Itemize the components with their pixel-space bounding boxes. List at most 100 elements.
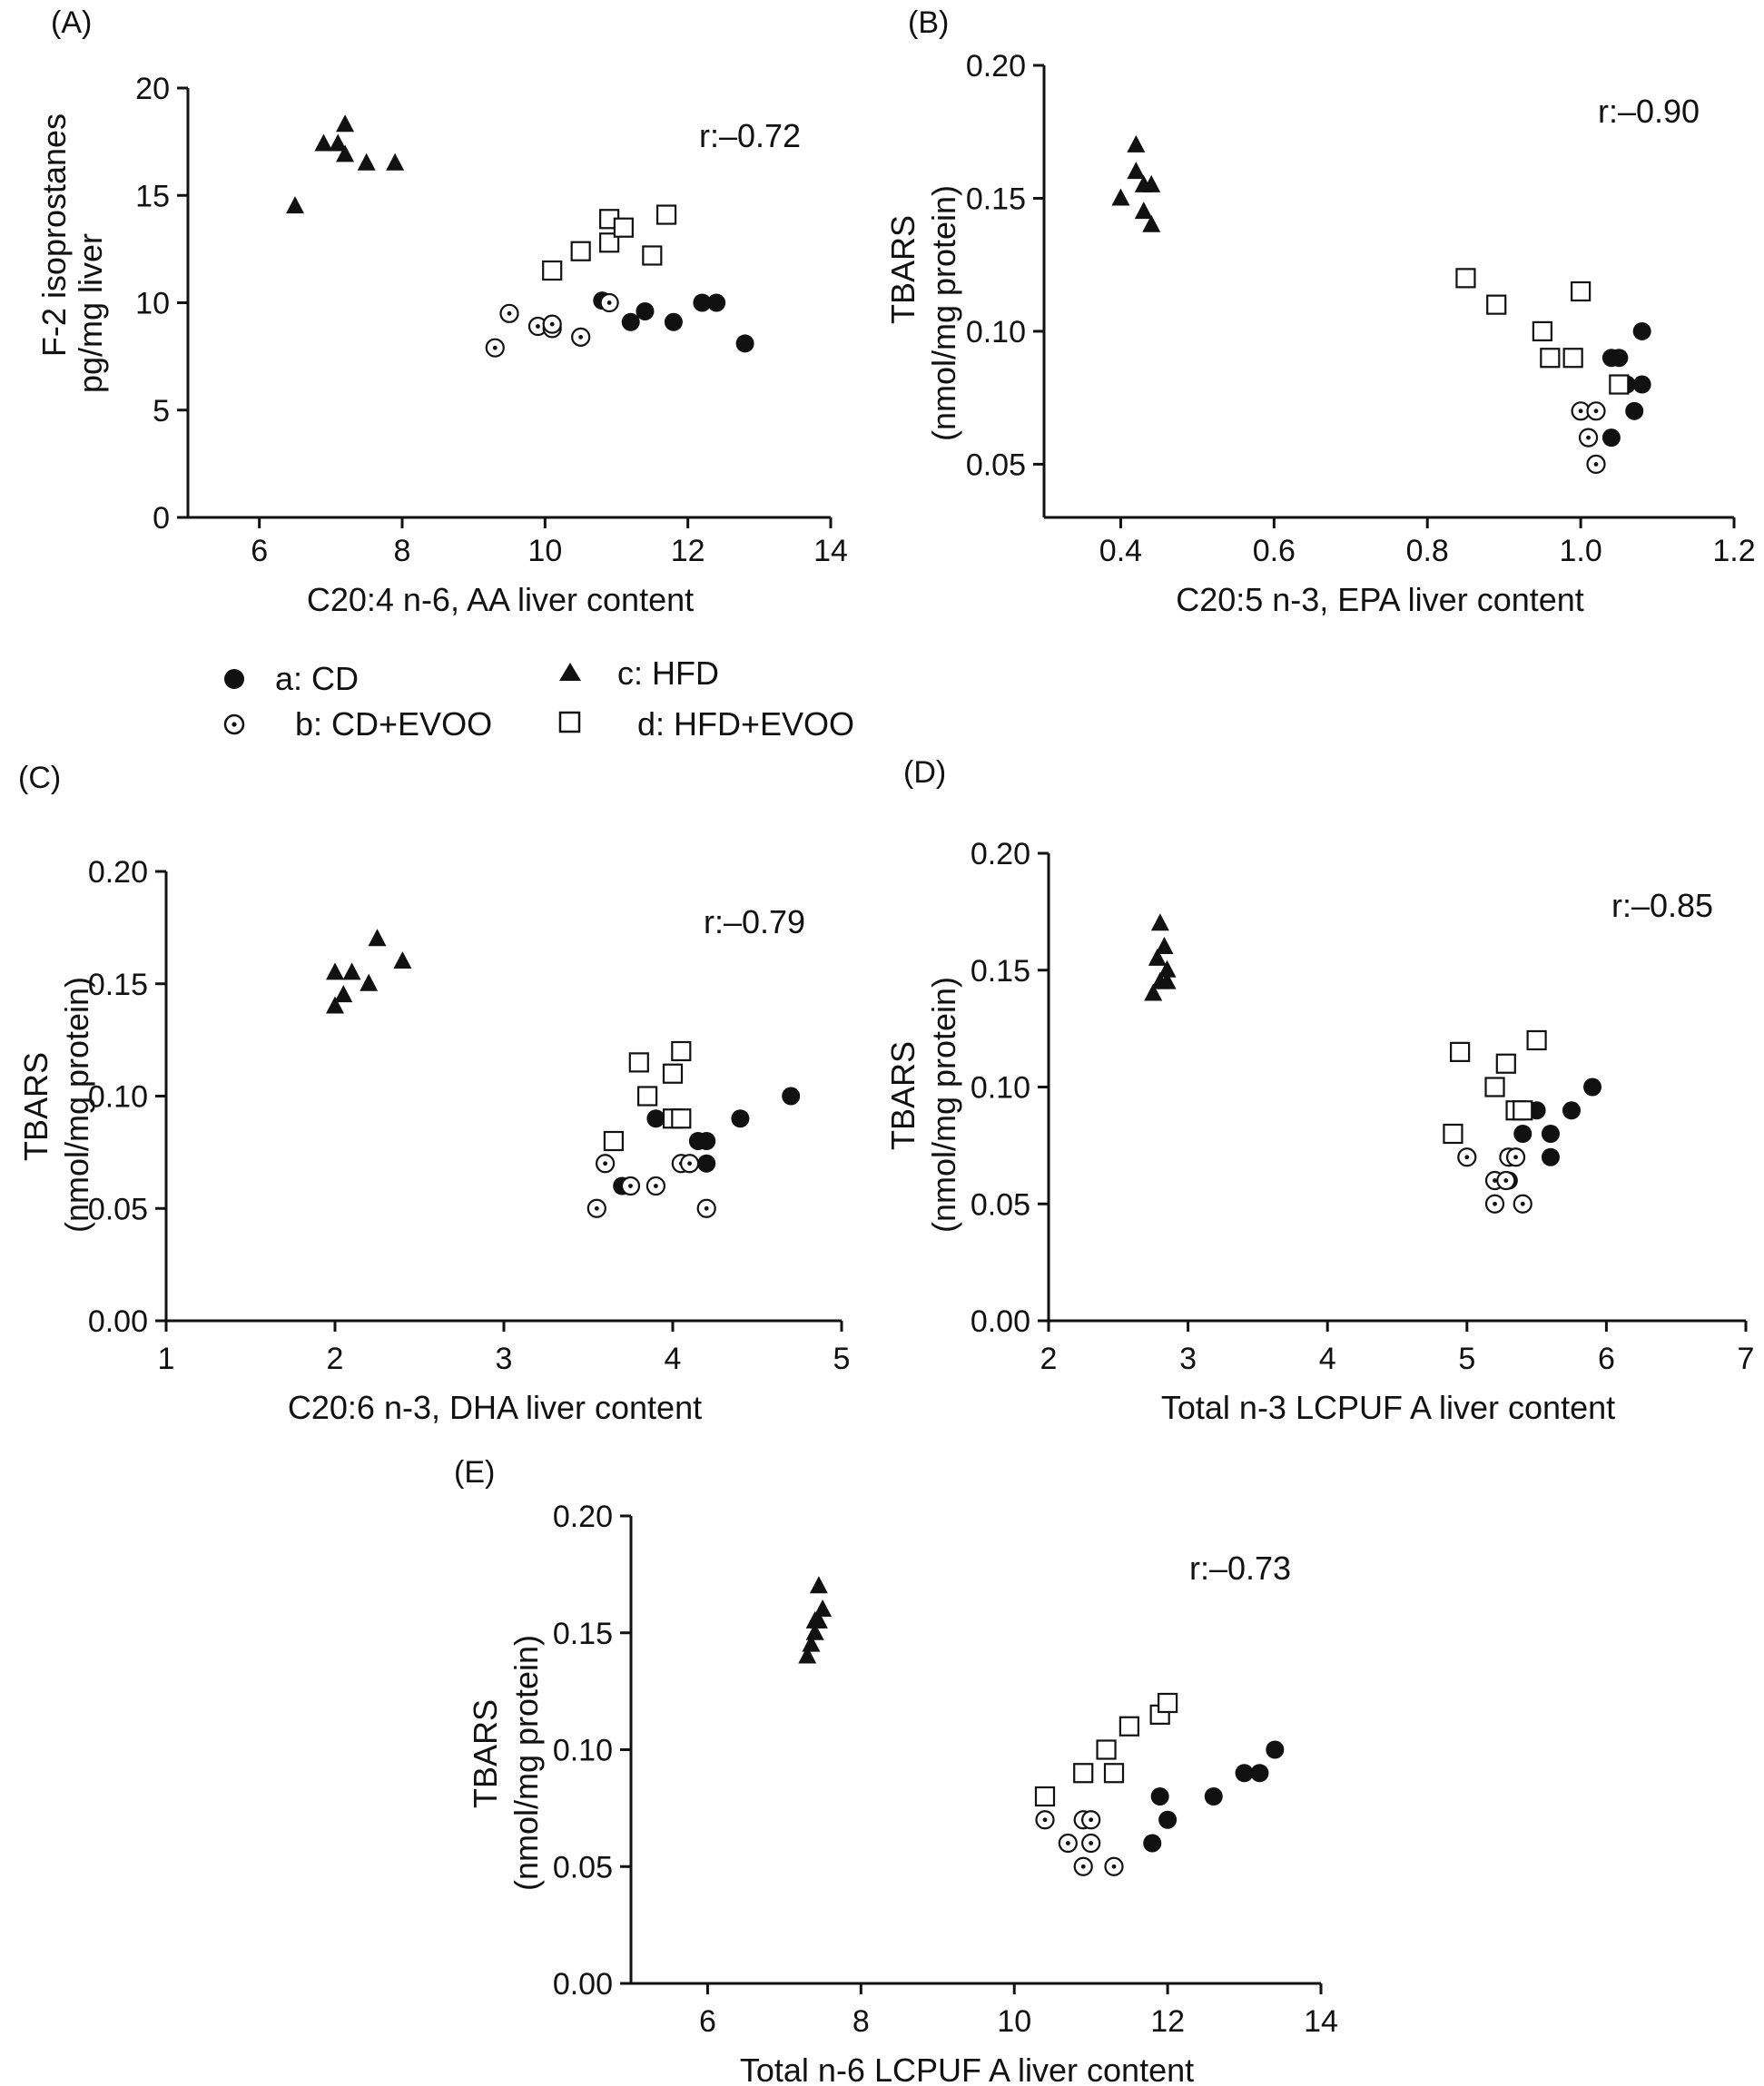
y-axis-title: pg/mg liver (72, 233, 109, 393)
data-point-hfd (798, 1646, 817, 1664)
data-point-hfd (286, 196, 304, 214)
data-point-cd-evoo (595, 1154, 616, 1174)
y-tick-label: 0.05 (966, 448, 1026, 482)
data-point-hfd-evoo (613, 217, 634, 238)
data-point-hfd (336, 114, 355, 133)
data-point-cd (1632, 321, 1651, 340)
data-point-cd (697, 1154, 716, 1173)
data-point-hfd (1127, 162, 1146, 180)
data-point-cd-evoo (1496, 1170, 1516, 1191)
correlation-label: r:–0.73 (1189, 1550, 1291, 1587)
data-point-hfd (360, 973, 379, 991)
legend-item-hfd-evoo: d: HFD+EVOO (558, 705, 854, 743)
legend-item-cd-evoo: b: CD+EVOO (223, 705, 492, 743)
data-point-hfd (1134, 202, 1153, 220)
y-tick-label: 0.15 (553, 1617, 613, 1651)
y-tick-label: 15 (135, 179, 170, 213)
data-point-hfd (1142, 214, 1161, 232)
data-point-cd (1601, 428, 1621, 448)
marker-dot (536, 324, 540, 329)
x-tick-label: 12 (1150, 2004, 1185, 2039)
scatter-panel-d: (D) 2 3 4 5 6 7 0.00 0.05 0.10 0.15 0.20 Total n-3 L… (884, 755, 1754, 1426)
marker-dot (492, 345, 498, 350)
marker-dot (1520, 1201, 1525, 1206)
legend-marker-filled-circle (224, 669, 244, 689)
x-tick-label: 0.8 (1406, 534, 1449, 568)
y-tick-label: 20 (135, 72, 170, 106)
data-point-hfd-evoo (1103, 1763, 1125, 1784)
data-point-cd-evoo (485, 338, 505, 358)
data-point-hfd (334, 985, 353, 1003)
marker-dot (549, 321, 555, 327)
data-point-cd (1150, 1787, 1169, 1806)
x-tick-label: 6 (1598, 1342, 1615, 1376)
data-point-hfd-evoo (662, 1063, 684, 1084)
legend-item-hfd: c: HFD (559, 654, 719, 692)
data-point-cd-evoo (571, 327, 591, 347)
data-point-hfd (326, 996, 344, 1014)
panel-label: (E) (454, 1455, 495, 1490)
y-tick-label: 0.10 (88, 1080, 148, 1115)
y-tick-label: 0.10 (971, 1071, 1030, 1106)
data-point-cd (1204, 1787, 1223, 1806)
data-point-cd (693, 293, 712, 312)
y-tick-label: 0 (153, 501, 170, 536)
panel-label: (C) (18, 761, 61, 795)
x-tick-label: 5 (1458, 1342, 1475, 1376)
marker-dot (1464, 1155, 1470, 1160)
marker-dot (1089, 1817, 1094, 1823)
y-tick-label: 0.10 (553, 1734, 613, 1768)
data-point-hfd (809, 1576, 828, 1594)
y-axis-title: (nmol/mg protein) (925, 977, 962, 1233)
legend-marker-open-square (558, 711, 581, 733)
data-point-cd-evoo (679, 1154, 700, 1174)
y-tick-label: 0.05 (971, 1187, 1030, 1222)
marker-dot (1586, 435, 1591, 440)
data-point-cd-evoo (645, 1176, 666, 1196)
data-point-cd-evoo (1578, 428, 1599, 448)
data-point-hfd-evoo (1443, 1123, 1463, 1145)
x-tick-label: 5 (833, 1342, 851, 1376)
legend-marker-dot (232, 722, 237, 727)
data-point-hfd (342, 962, 361, 980)
data-point-cd (1158, 1810, 1178, 1829)
data-point-hfd-evoo (671, 1108, 692, 1129)
y-tick-label: 0.00 (971, 1304, 1030, 1339)
marker-dot (654, 1184, 658, 1188)
data-point-hfd-evoo (603, 1130, 625, 1152)
legend-label: b: CD+EVOO (295, 705, 492, 743)
x-tick-label: 3 (1179, 1342, 1197, 1376)
data-point-cd-evoo (1505, 1147, 1526, 1167)
data-point-cd-evoo (499, 303, 519, 323)
x-tick-label: 1 (158, 1342, 175, 1376)
data-point-hfd (1127, 134, 1146, 153)
legend: a: CD b: CD+EVOO c: HFD d: HFD+EVOO (223, 654, 854, 743)
data-point-cd (664, 312, 683, 331)
y-axis-title: TBARS (467, 1699, 504, 1808)
marker-dot (687, 1161, 692, 1166)
data-point-cd (1541, 1147, 1560, 1166)
x-tick-label: 14 (1304, 2004, 1338, 2039)
scatter-panel-e: (E) 6 8 10 12 14 0.00 0.05 0.10 0.15 0.20 Total n-6… (454, 1455, 1338, 2086)
y-tick-label: 5 (153, 394, 170, 428)
x-axis-title: Total n-3 LCPUF A liver content (1161, 1389, 1615, 1426)
marker-dot (606, 300, 612, 305)
data-point-hfd-evoo (1119, 1716, 1139, 1737)
x-axis-title: Total n-6 LCPUF A liver content (740, 2052, 1194, 2086)
x-tick-label: 4 (1319, 1342, 1336, 1376)
data-point-cd (1610, 349, 1629, 368)
data-point-hfd-evoo (1484, 1077, 1505, 1097)
panel-label: (A) (51, 5, 92, 40)
x-tick-label: 10 (997, 2004, 1031, 2039)
data-point-cd (1513, 1125, 1532, 1143)
data-point-hfd (368, 929, 387, 947)
data-point-cd-evoo (1457, 1147, 1477, 1167)
data-point-cd (697, 1132, 716, 1150)
marker-dot (1080, 1864, 1086, 1869)
marker-dot (1493, 1178, 1497, 1183)
data-point-hfd-evoo (1513, 1100, 1533, 1121)
x-tick-label: 6 (699, 2004, 716, 2039)
x-tick-label: 0.4 (1099, 534, 1142, 568)
data-point-hfd-evoo (1540, 348, 1561, 369)
